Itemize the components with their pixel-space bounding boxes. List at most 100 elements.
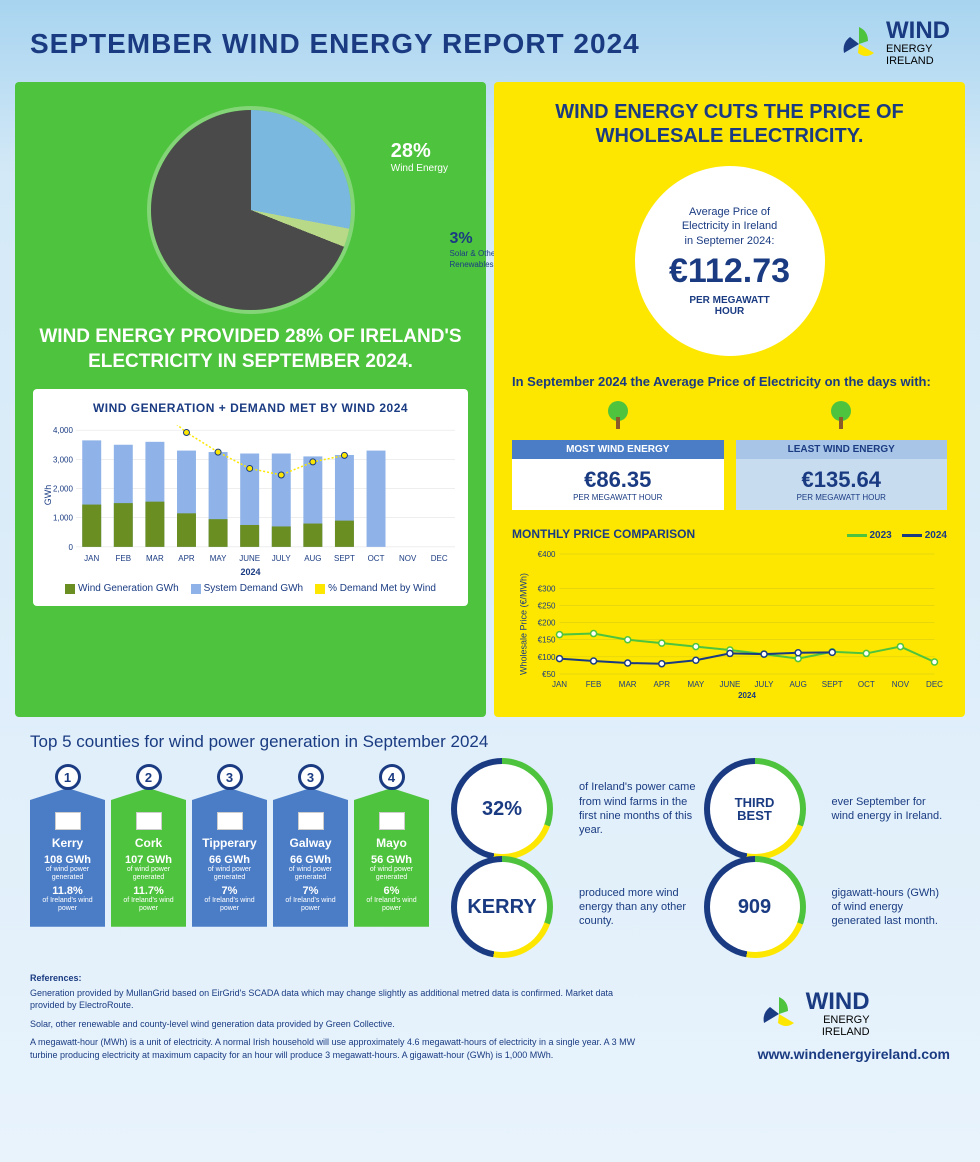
counties-section: Top 5 counties for wind power generation… (0, 717, 980, 962)
counties-title: Top 5 counties for wind power generation… (30, 732, 950, 752)
other-label: Solar & Other Renewables (450, 249, 498, 269)
bar-x-label: 2024 (41, 567, 460, 577)
least-price: €135.64 (740, 467, 944, 493)
svg-text:APR: APR (178, 554, 195, 563)
ref3: A megawatt-hour (MWh) is a unit of elect… (30, 1036, 650, 1061)
most-wind-box: MOST WIND ENERGY €86.35PER MEGAWATT HOUR (512, 399, 724, 510)
tree-icon (602, 399, 634, 431)
svg-text:€50: €50 (542, 670, 556, 679)
least-unit: PER MEGAWATT HOUR (740, 493, 944, 502)
bar-chart-svg: 01,0002,0003,0004,000JANFEBMARAPRMAYJUNE… (41, 425, 460, 565)
footer-logo: WIND ENERGY IRELAND (758, 991, 950, 1038)
logo-main: WIND (806, 988, 870, 1015)
svg-text:JAN: JAN (84, 554, 99, 563)
price-value: €112.73 (669, 252, 790, 291)
wind-logo-icon (758, 993, 800, 1035)
least-wind-box: LEAST WIND ENERGY €135.64PER MEGAWATT HO… (736, 399, 948, 510)
rank-badge: 1 (55, 764, 81, 790)
footer-url: www.windenergyireland.com (758, 1046, 950, 1062)
svg-text:€250: €250 (538, 601, 556, 610)
stat-ring: 32% (457, 764, 547, 854)
svg-text:JUNE: JUNE (239, 554, 260, 563)
svg-text:FEB: FEB (586, 680, 602, 689)
county-cards: 1 Kerry 108 GWh of wind power generated … (30, 764, 429, 927)
references: References: Generation provided by Mulla… (30, 972, 650, 1062)
green-panel: 28%Wind Energy 3%Solar & Other Renewable… (15, 82, 486, 717)
svg-text:€200: €200 (538, 619, 556, 628)
county-flag-icon (136, 812, 162, 830)
wind-pct: 28% (391, 140, 448, 163)
wind-label: Wind Energy (391, 163, 448, 174)
price-label: Average Price of Electricity in Ireland … (682, 205, 777, 248)
stat-desc: of Ireland's power came from wind farms … (579, 780, 698, 837)
stat-desc: ever September for wind energy in Irelan… (832, 795, 951, 824)
comp-intro: In September 2024 the Average Price of E… (512, 374, 947, 389)
svg-text:0: 0 (68, 543, 73, 552)
stat-ring: KERRY (457, 862, 547, 952)
yellow-headline: WIND ENERGY CUTS THE PRICE OF WHOLESALE … (512, 100, 947, 148)
logo-sub1: ENERGY (886, 43, 950, 55)
svg-text:MAR: MAR (146, 554, 164, 563)
most-hdr: MOST WIND ENERGY (512, 440, 724, 459)
wind-logo-icon (838, 23, 880, 65)
logo-sub2: IRELAND (886, 55, 950, 67)
stats-grid: 32% of Ireland's power came from wind fa… (457, 764, 950, 952)
county-card: 3 Galway 66 GWh of wind power generated … (273, 764, 348, 927)
svg-text:3,000: 3,000 (53, 456, 74, 465)
svg-text:1,000: 1,000 (53, 514, 74, 523)
header: SEPTEMBER WIND ENERGY REPORT 2024 WIND E… (0, 0, 980, 82)
svg-text:Wholesale Price (€/MWh): Wholesale Price (€/MWh) (519, 573, 529, 675)
county-card: 4 Mayo 56 GWh of wind power generated 6%… (354, 764, 429, 927)
svg-text:MAY: MAY (210, 554, 227, 563)
refs-hdr: References: (30, 972, 650, 985)
other-pct: 3% (450, 230, 498, 248)
ref2: Solar, other renewable and county-level … (30, 1018, 650, 1031)
price-unit: PER MEGAWATT HOUR (689, 295, 769, 317)
svg-text:NOV: NOV (399, 554, 417, 563)
svg-text:SEPT: SEPT (334, 554, 355, 563)
rank-badge: 2 (136, 764, 162, 790)
county-flag-icon (55, 812, 81, 830)
most-price: €86.35 (516, 467, 720, 493)
most-unit: PER MEGAWATT HOUR (516, 493, 720, 502)
svg-text:€100: €100 (538, 653, 556, 662)
county-flag-icon (217, 812, 243, 830)
svg-text:€300: €300 (538, 584, 556, 593)
logo-sub1: ENERGY (806, 1014, 870, 1026)
county-flag-icon (298, 812, 324, 830)
svg-text:JUNE: JUNE (720, 680, 741, 689)
svg-text:4,000: 4,000 (53, 427, 74, 436)
line-title-text: MONTHLY PRICE COMPARISON (512, 527, 695, 541)
svg-text:€400: €400 (538, 550, 556, 559)
rank-badge: 3 (298, 764, 324, 790)
svg-text:SEPT: SEPT (822, 680, 843, 689)
svg-text:MAY: MAY (687, 680, 704, 689)
rank-badge: 3 (217, 764, 243, 790)
svg-text:AUG: AUG (789, 680, 806, 689)
ref1: Generation provided by MullanGrid based … (30, 987, 650, 1012)
svg-text:DEC: DEC (926, 680, 943, 689)
svg-text:GWh: GWh (43, 485, 53, 505)
bar-chart-title: WIND GENERATION + DEMAND MET BY WIND 202… (41, 401, 460, 415)
svg-text:JULY: JULY (755, 680, 775, 689)
svg-text:NOV: NOV (892, 680, 910, 689)
report-title: SEPTEMBER WIND ENERGY REPORT 2024 (30, 28, 640, 60)
svg-text:APR: APR (654, 680, 671, 689)
county-card: 1 Kerry 108 GWh of wind power generated … (30, 764, 105, 927)
svg-text:€150: €150 (538, 636, 556, 645)
stat-ring: 909 (710, 862, 800, 952)
line-chart-svg: €50 €100 €150 €200 €250 €300 €400 JAN FEB MAR APR M… (512, 549, 947, 699)
svg-text:JAN: JAN (552, 680, 567, 689)
svg-text:2024: 2024 (738, 691, 756, 699)
svg-text:OCT: OCT (368, 554, 385, 563)
line-chart-title: MONTHLY PRICE COMPARISON 20232024 (512, 526, 947, 541)
svg-text:MAR: MAR (619, 680, 637, 689)
yellow-panel: WIND ENERGY CUTS THE PRICE OF WHOLESALE … (494, 82, 965, 717)
green-headline: WIND ENERGY PROVIDED 28% OF IRELAND'S EL… (33, 325, 468, 374)
least-hdr: LEAST WIND ENERGY (736, 440, 948, 459)
logo-main: WIND (886, 17, 950, 44)
county-card: 3 Tipperary 66 GWh of wind power generat… (192, 764, 267, 927)
svg-text:OCT: OCT (858, 680, 875, 689)
bar-chart-box: WIND GENERATION + DEMAND MET BY WIND 202… (33, 389, 468, 606)
county-flag-icon (379, 812, 405, 830)
